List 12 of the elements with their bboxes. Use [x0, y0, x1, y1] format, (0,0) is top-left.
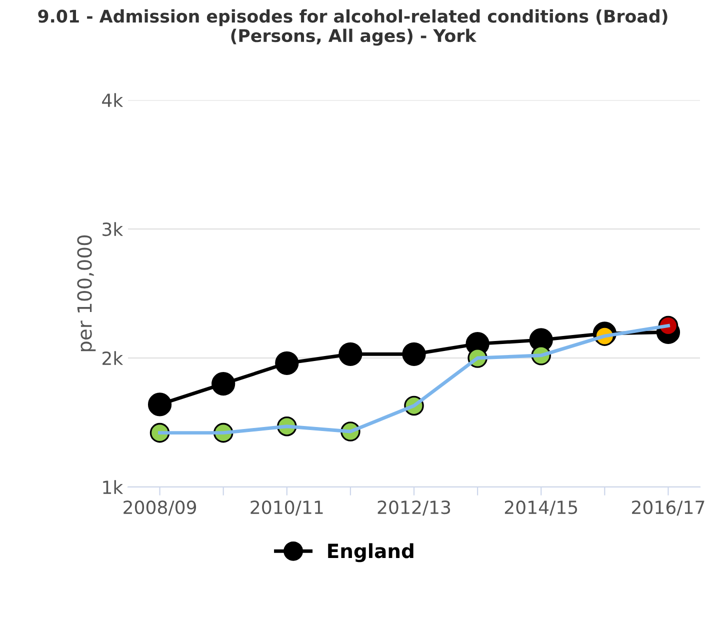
y-tick-label: 3k — [102, 222, 124, 236]
x-tick-label: 2014/15 — [504, 500, 578, 516]
chart-title: 9.01 - Admission episodes for alcohol-related conditions (Broad) (Persons, All ages) - York — [38, 9, 668, 46]
x-tick-label: 2016/17 — [632, 500, 704, 516]
y-tick-label: 1k — [103, 480, 124, 494]
y-axis-title: per 100,000 — [77, 235, 96, 352]
y-tick-label: 4k — [102, 93, 124, 107]
legend-label: England — [328, 543, 414, 562]
x-tick-label: 2010/11 — [250, 500, 323, 516]
x-tick-label: 2012/13 — [378, 500, 450, 516]
y-tick-label: 2k — [102, 351, 124, 365]
x-tick-label: 2008/09 — [124, 500, 196, 516]
